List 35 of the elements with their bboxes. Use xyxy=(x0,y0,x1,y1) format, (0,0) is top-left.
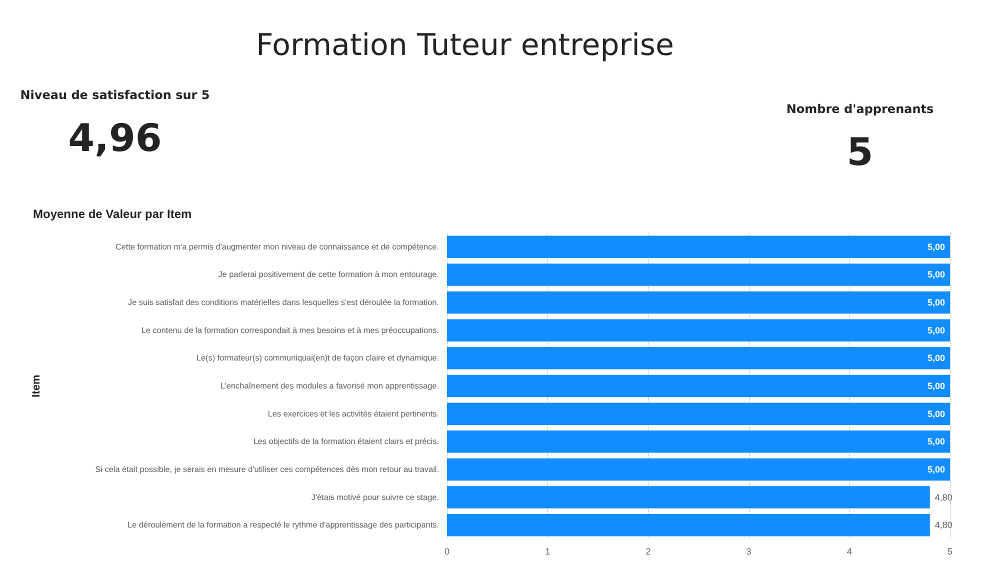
data-label: 5,00 xyxy=(927,325,945,336)
data-label: 5,00 xyxy=(927,353,945,364)
text: 5 xyxy=(846,130,874,174)
data-label: 5,00 xyxy=(927,381,945,391)
x-tick-label: 3 xyxy=(746,546,752,556)
y-tick-label: J'étais motivé pour suivre ce stage. xyxy=(311,492,439,502)
y-tick-label: Le déroulement de la formation a respecté le rythme d'apprentissage des participants. xyxy=(127,520,439,530)
y-tick-label: Le contenu de la formation correspondait à mes besoins et à mes préoccupations. xyxy=(141,326,439,335)
y-tick-label: Cette formation m'a permis d'augmenter mon niveau de connaissance et de compétence. xyxy=(115,242,439,252)
data-label: 5,00 xyxy=(927,436,945,447)
y-tick-label: L'enchaînement des modules a favorisé mon apprentissage. xyxy=(220,382,439,390)
y-axis-title: Item xyxy=(30,374,42,398)
y-tick-label: Le(s) formateur(s) communiquai(en)t de façon claire et dynamique. xyxy=(196,354,439,363)
data-label: 4,80 xyxy=(934,492,952,502)
text: Nombre d'apprenants xyxy=(785,102,935,116)
x-tick-label: 2 xyxy=(646,546,651,556)
y-tick-label: Je suis satisfait des conditions matérielles dans lesquelles s'est déroulée la formation. xyxy=(128,298,439,308)
x-tick-label: 4 xyxy=(846,546,852,556)
y-tick-label: Si cela était possible, je serais en mesure d'utiliser ces compétences dès mon retour au travail. xyxy=(95,464,439,474)
text: Moyenne de Valeur par Item xyxy=(33,207,192,221)
y-tick-label: Les objectifs de la formation étaient clairs et précis. xyxy=(253,437,439,446)
data-label: 5,00 xyxy=(927,464,945,474)
data-label: 5,00 xyxy=(927,270,945,280)
y-tick-label: Je parlerai positivement de cette formation à mon entourage. xyxy=(218,270,439,280)
text: 4,96 xyxy=(67,116,163,160)
data-label: 5,00 xyxy=(927,408,945,419)
chart-title: Formation Tuteur entreprise xyxy=(254,28,675,63)
x-tick-label: 0 xyxy=(444,546,450,556)
text: Niveau de satisfaction sur 5 xyxy=(20,88,210,102)
data-label: 5,00 xyxy=(927,242,945,252)
data-label: 4,80 xyxy=(934,520,952,530)
x-tick-label: 1 xyxy=(545,546,550,556)
y-tick-label: Les exercices et les activités étaient pertinents. xyxy=(268,409,439,418)
x-tick-label: 5 xyxy=(947,546,953,556)
data-label: 5,00 xyxy=(927,298,945,308)
